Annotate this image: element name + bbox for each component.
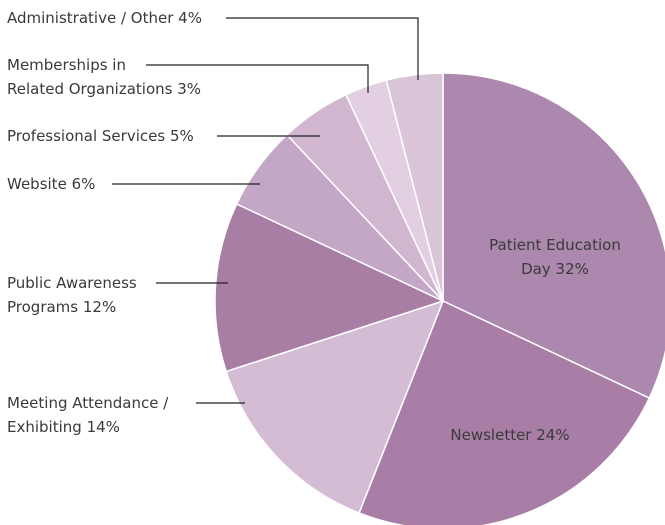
category-name: Memberships in Related Organizations [7,56,173,98]
pie-slice [214,202,446,373]
slice-label: Administrative / Other 4% [7,6,202,30]
value-label: 12% [82,298,117,316]
category-name: Patient Education Day [489,236,621,278]
slice-label: Professional Services 5% [7,124,194,148]
slice-label: Public Awareness Programs 12% [7,271,137,319]
value-label: 4% [178,9,202,27]
leader-line [146,64,369,93]
value-label: 14% [86,418,120,436]
slice-label: Newsletter 24% [450,423,569,447]
category-name: Administrative / Other [7,9,174,27]
leader-line [226,17,419,80]
category-name: Newsletter [450,426,532,444]
value-label: 6% [71,175,96,193]
slice-label: Meeting Attendance / Exhibiting 14% [7,391,168,439]
value-label: 3% [177,80,202,98]
category-name: Public Awareness Programs [7,274,137,316]
pie-slice [385,72,444,302]
category-name: Website [7,175,67,193]
slice-label: Patient Education Day 32% [489,233,621,281]
pie-slice [442,72,665,400]
slice-label: Website 6% [7,172,95,196]
value-label: 24% [536,426,570,444]
value-label: 32% [555,260,589,278]
category-name: Meeting Attendance / Exhibiting [7,394,169,436]
slice-label: Memberships in Related Organizations 3% [7,53,201,101]
category-name: Professional Services [7,127,166,145]
pie-slice [358,299,651,525]
value-label: 5% [169,127,194,145]
